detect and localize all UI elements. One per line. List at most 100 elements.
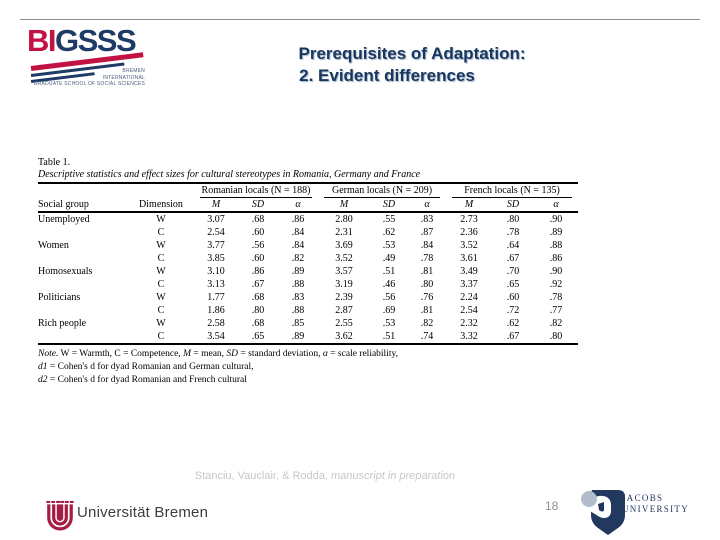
cell-social-group	[38, 226, 128, 239]
bigsss-tagline-line1: BREMEN	[122, 68, 145, 74]
cell-value: 3.77	[207, 240, 225, 251]
cell-value: 2.73	[460, 214, 478, 225]
bigsss-tagline-line3: GRADUATE SCHOOL OF SOCIAL SCIENCES	[33, 81, 145, 87]
cell-value: .72	[506, 305, 520, 316]
cell-value: .86	[291, 214, 305, 225]
cell-value: 3.54	[207, 331, 225, 342]
cell-value: .89	[549, 227, 563, 238]
cell-value: .90	[549, 214, 563, 225]
col-header-sd-2: SD	[370, 198, 409, 213]
bremen-u-icon	[46, 500, 74, 531]
col-header-social-group: Social group	[38, 198, 128, 213]
cell-dimension: W	[156, 292, 166, 303]
cell-value: .55	[382, 214, 396, 225]
cell-dimension: C	[157, 253, 165, 264]
cell-value: .87	[420, 227, 434, 238]
cell-value: 3.61	[460, 253, 478, 264]
cell-social-group	[38, 252, 128, 265]
cell-value: .67	[251, 279, 265, 290]
cell-value: 3.07	[207, 214, 225, 225]
cell-value: .70	[506, 266, 520, 277]
cell-value: 3.57	[335, 266, 353, 277]
cell-value: .78	[549, 292, 563, 303]
cell-value: .56	[382, 292, 396, 303]
cell-value: 2.31	[335, 227, 353, 238]
citation: Stanciu, Vauclair, & Rodda, manuscript i…	[125, 470, 525, 482]
cell-value: 2.54	[207, 227, 225, 238]
cell-value: .88	[291, 305, 305, 316]
cell-dimension: W	[156, 240, 166, 251]
cell-value: .80	[549, 331, 563, 342]
slide-title-line1: Prerequisites of Adaptation:	[298, 44, 526, 63]
cell-value: .82	[549, 318, 563, 329]
cell-value: .51	[382, 266, 396, 277]
cell-value: 2.36	[460, 227, 478, 238]
col-header-alpha-1: α	[278, 198, 319, 213]
cell-value: .65	[251, 331, 265, 342]
cell-value: .78	[420, 253, 434, 264]
bigsss-logo: BIGSSS BREMEN INTERNATIONAL GRADUATE SCH…	[27, 24, 145, 92]
cell-value: 3.62	[335, 331, 353, 342]
cell-social-group: Women	[38, 240, 69, 251]
cell-value: .83	[291, 292, 305, 303]
cell-value: .85	[291, 318, 305, 329]
col-header-sd-1: SD	[238, 198, 278, 213]
cell-value: .53	[382, 240, 396, 251]
table-row: C 3.13 .67 .88 3.19 .46 .80 3.37 .65 .92	[38, 278, 578, 291]
group-header-row: Romanian locals (N = 188) German locals …	[38, 183, 578, 198]
col-header-dimension: Dimension	[128, 198, 194, 213]
cell-value: .84	[420, 240, 434, 251]
page-number: 18	[545, 499, 559, 513]
cell-social-group: Unemployed	[38, 214, 90, 225]
cell-value: 2.87	[335, 305, 353, 316]
cell-value: 2.54	[460, 305, 478, 316]
bigsss-wordmark-blue: GSSS	[55, 23, 137, 58]
cell-value: .62	[506, 318, 520, 329]
uni-bremen-label: Universität Bremen	[77, 504, 209, 521]
column-header-row: Social group Dimension M SD α M SD α M S…	[38, 198, 579, 213]
cell-dimension: C	[157, 279, 165, 290]
bigsss-wordmark-red: BI	[27, 23, 57, 58]
cell-value: 3.52	[335, 253, 353, 264]
cell-value: 1.86	[207, 305, 225, 316]
cell-value: .90	[549, 266, 563, 277]
cell-value: .74	[420, 331, 434, 342]
cell-value: .84	[291, 227, 305, 238]
cell-value: .60	[251, 227, 265, 238]
cell-value: .82	[420, 318, 434, 329]
cell-value: .88	[549, 240, 563, 251]
cell-value: 3.19	[335, 279, 353, 290]
cell-value: .60	[251, 253, 265, 264]
jacobs-shield-icon	[581, 490, 625, 535]
cell-value: .81	[420, 305, 434, 316]
cell-value: 2.55	[335, 318, 353, 329]
cell-value: .82	[291, 253, 305, 264]
cell-value: .83	[420, 214, 434, 225]
col-header-m-1: M	[194, 198, 238, 213]
cell-value: .84	[291, 240, 305, 251]
table-label: Table 1.	[38, 157, 71, 168]
cell-value: .80	[420, 279, 434, 290]
cell-dimension: W	[156, 214, 166, 225]
bigsss-wordmark: BIGSSS	[27, 24, 145, 58]
jacobs-label-line2: UNIVERSITY	[622, 504, 689, 514]
cell-value: .67	[506, 331, 520, 342]
note-line: d1 = Cohen's d for dyad Romanian and Ger…	[38, 362, 254, 372]
cell-value: .65	[506, 279, 520, 290]
cell-value: 3.85	[207, 253, 225, 264]
col-header-alpha-2: α	[408, 198, 447, 213]
cell-social-group: Homosexuals	[38, 266, 93, 277]
cell-value: .80	[251, 305, 265, 316]
table-row: Politicians W 1.77 .68 .83 2.39 .56 .76 2.24 .60.…	[38, 291, 578, 304]
cell-dimension: C	[157, 331, 165, 342]
cell-value: .64	[506, 240, 520, 251]
cell-social-group	[38, 304, 128, 317]
cell-value: .53	[382, 318, 396, 329]
note-line: Note. W = Warmth, C = Competence, M = me…	[38, 349, 398, 359]
cell-value: .86	[251, 266, 265, 277]
table-row: C 2.54 .60 .84 2.31 .62 .87 2.36 .78 .89	[38, 226, 578, 239]
col-header-m-3: M	[446, 198, 493, 213]
cell-value: .86	[549, 253, 563, 264]
table-row: C 3.85 .60 .82 3.52 .49 .78 3.61 .67 .86	[38, 252, 578, 265]
